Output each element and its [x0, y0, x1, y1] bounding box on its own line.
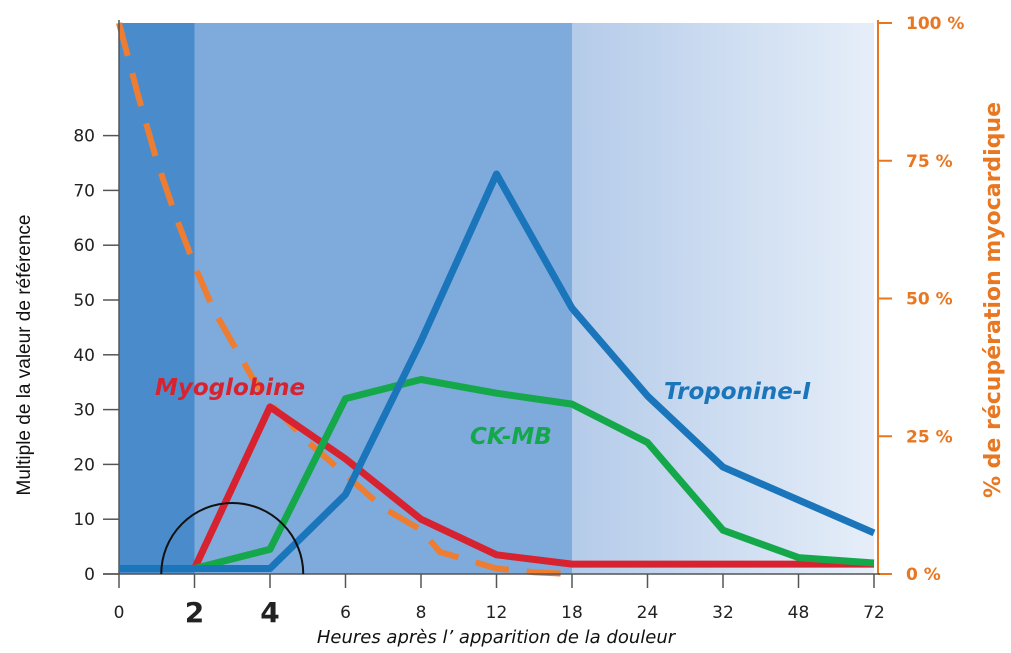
background-bands — [119, 23, 874, 574]
series-label-myoglobine: Myoglobine — [155, 375, 305, 401]
x-tick-label: 18 — [561, 603, 583, 623]
left-axis: 0 10 20 30 40 50 60 70 80 — [73, 20, 120, 585]
y2-tick-label: 75 % — [906, 152, 953, 172]
annotation-arc — [160, 502, 305, 575]
y-tick-label: 10 — [73, 510, 95, 530]
series-label-troponine-i: Troponine-I — [664, 379, 811, 405]
y2-tick-label: 25 % — [906, 427, 953, 447]
x-tick-label: 4 — [260, 596, 279, 629]
right-axis-series — [116, 22, 573, 577]
y2-axis-title: % de récupération myocardique — [981, 102, 1006, 498]
y-tick-label: 60 — [73, 236, 95, 256]
series-line-recuperation — [116, 22, 573, 577]
x-axis: 0 2 4 6 8 12 18 24 32 48 72 — [103, 573, 885, 629]
y-tick-label: 30 — [73, 401, 95, 421]
y-tick-label: 40 — [73, 346, 95, 366]
background-band-0 — [119, 23, 195, 574]
y2-tick-label: 100 % — [906, 14, 964, 34]
x-tick-label: 6 — [340, 603, 351, 623]
series-label-ck-mb: CK-MB — [470, 424, 552, 450]
x-tick-label: 2 — [185, 596, 204, 629]
x-tick-label: 24 — [637, 603, 659, 623]
x-tick-label: 72 — [863, 603, 885, 623]
x-tick-label: 8 — [416, 603, 427, 623]
right-axis: 0 % 25 % 50 % 75 % 100 % — [877, 14, 964, 585]
background-band-1 — [194, 23, 572, 574]
y2-tick-label: 0 % — [906, 565, 941, 585]
x-tick-label: 12 — [486, 603, 508, 623]
x-tick-label: 32 — [712, 603, 734, 623]
y-tick-label: 80 — [73, 127, 95, 147]
x-tick-label: 48 — [788, 603, 810, 623]
annotation-semicircle — [160, 502, 305, 575]
y-tick-label: 20 — [73, 455, 95, 475]
x-axis-title: Heures après l’ apparition de la douleur — [317, 627, 677, 648]
y-tick-label: 0 — [84, 565, 95, 585]
background-band-2 — [572, 23, 874, 574]
y-tick-label: 50 — [73, 291, 95, 311]
y-tick-label: 70 — [73, 181, 95, 201]
x-tick-label: 0 — [114, 603, 125, 623]
y-axis-title: Multiple de la valeur de référence — [14, 215, 35, 496]
series-lines — [118, 170, 876, 572]
y2-tick-label: 50 % — [906, 290, 953, 310]
